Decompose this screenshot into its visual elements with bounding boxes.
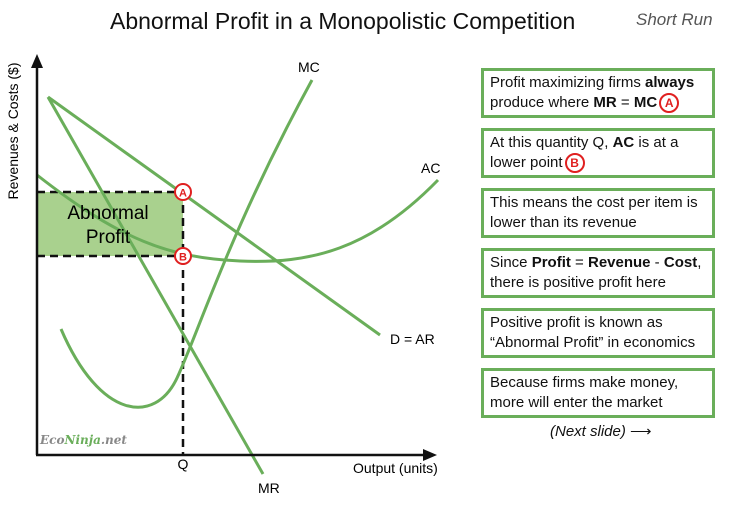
ac-label: AC bbox=[421, 160, 440, 176]
mr-label: MR bbox=[258, 480, 280, 496]
explanation-box-6: Because firms make money, more will ente… bbox=[481, 368, 715, 418]
y-axis-label: Revenues & Costs ($) bbox=[5, 63, 21, 200]
demand-label: D = AR bbox=[390, 331, 435, 347]
mc-label: MC bbox=[298, 59, 320, 75]
demand-curve bbox=[47, 95, 381, 337]
marker-a: A bbox=[174, 183, 192, 201]
x-axis-arrow bbox=[423, 449, 437, 461]
explanation-box-2: At this quantity Q, AC is at a lower poi… bbox=[481, 128, 715, 178]
marker-b-label: B bbox=[179, 252, 187, 264]
econinja-watermark: EcoNinja.net bbox=[40, 433, 127, 447]
explanation-box-4: Since Profit = Revenue - Cost, there is … bbox=[481, 248, 715, 298]
marker-a-badge: A bbox=[659, 93, 680, 114]
marker-b-badge: B bbox=[564, 153, 585, 174]
ac-curve bbox=[36, 173, 440, 263]
marker-b: B bbox=[174, 247, 192, 265]
right-arrow-icon: ⟶ bbox=[630, 423, 652, 440]
y-axis-arrow bbox=[31, 54, 43, 68]
q-tick-label: Q bbox=[178, 456, 189, 472]
x-axis-label: Output (units) bbox=[353, 460, 438, 476]
page-title: Abnormal Profit in a Monopolistic Compet… bbox=[110, 8, 576, 34]
abnormal-profit-label-line1: Abnormal bbox=[67, 203, 148, 224]
abnormal-profit-label-line2: Profit bbox=[86, 227, 131, 248]
monopolistic-competition-diagram: Revenues & Costs ($) Output (units) Q MC… bbox=[5, 54, 440, 496]
marker-a-label: A bbox=[179, 188, 187, 200]
explanation-box-5: Positive profit is known as “Abnormal Pr… bbox=[481, 308, 715, 358]
explanation-box-1: Profit maximizing firms always produce w… bbox=[481, 68, 715, 118]
explanation-box-3: This means the cost per item is lower th… bbox=[481, 188, 715, 238]
next-slide-link[interactable]: (Next slide) ⟶ bbox=[550, 423, 652, 440]
mr-curve bbox=[46, 96, 265, 475]
mc-curve bbox=[59, 79, 314, 409]
page-subtitle: Short Run bbox=[636, 10, 713, 29]
